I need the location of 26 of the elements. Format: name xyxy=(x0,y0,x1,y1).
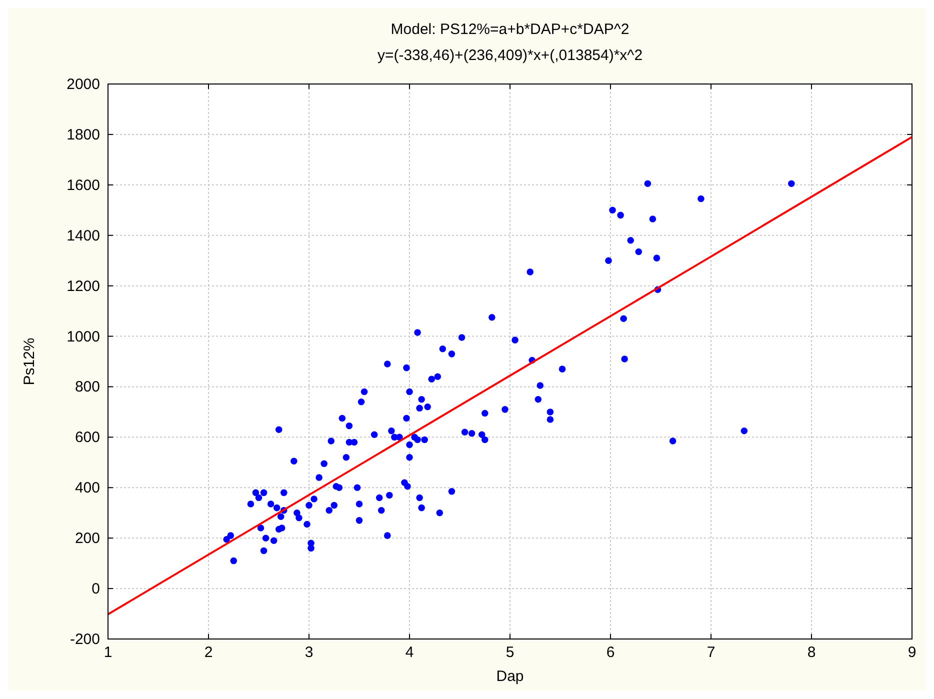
x-tick-label: 7 xyxy=(706,644,716,661)
y-tick-label: 1800 xyxy=(66,126,100,144)
y-tick-label: 0 xyxy=(92,580,100,598)
line-series xyxy=(108,136,912,616)
x-tick-label: 4 xyxy=(405,644,414,661)
y-tick-label: 400 xyxy=(74,480,100,497)
y-tick-label: 1600 xyxy=(66,176,100,194)
x-tick-label: 5 xyxy=(506,644,514,661)
y-tick-label: 1000 xyxy=(66,328,100,346)
chart-title: Model: PS12%=a+b*DAP+c*DAP^2 xyxy=(390,21,630,38)
y-axis-title: Ps12% xyxy=(21,338,38,386)
y-tick-label: 600 xyxy=(74,429,100,446)
y-tick-label: 200 xyxy=(74,530,100,548)
x-axis-title: Dap xyxy=(496,668,524,685)
x-tick-label: 3 xyxy=(304,644,314,661)
x-tick-label: 8 xyxy=(807,644,816,661)
x-tick-label: 9 xyxy=(908,644,916,661)
y-tick-label: 1200 xyxy=(66,278,100,295)
y-tick-label: 2000 xyxy=(66,76,100,93)
x-tick-label: 1 xyxy=(104,644,112,661)
y-tick-label: 800 xyxy=(74,378,100,396)
y-tick-label: -200 xyxy=(70,631,100,648)
x-tick-label: 6 xyxy=(606,644,615,661)
chart-subtitle: y=(-338,46)+(236,409)*x+(,013854)*x^2 xyxy=(377,47,643,64)
x-tick-label: 2 xyxy=(204,644,213,661)
y-tick-label: 1400 xyxy=(66,227,100,244)
